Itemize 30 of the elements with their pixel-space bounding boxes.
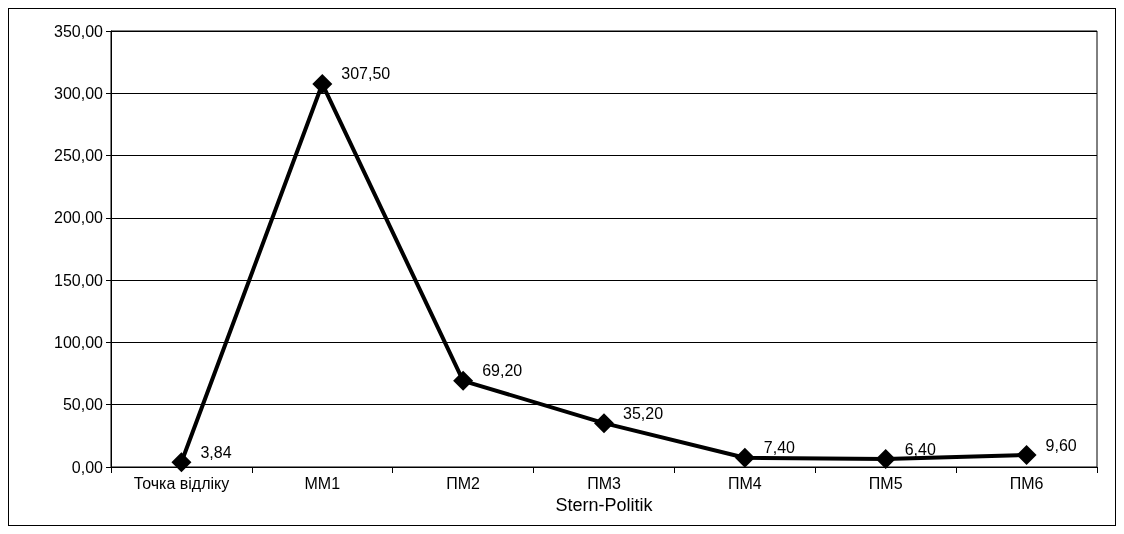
y-tick-label: 350,00 bbox=[54, 22, 104, 40]
x-tick-label: ПМ3 bbox=[587, 474, 621, 492]
x-tick-label: ПМ6 bbox=[1009, 474, 1044, 492]
y-tick-label: 300,00 bbox=[54, 84, 104, 102]
data-label: 69,20 bbox=[482, 362, 523, 380]
x-tick-label: ПМ5 bbox=[868, 474, 903, 492]
data-label: 307,50 bbox=[341, 65, 391, 83]
y-tick-label: 100,00 bbox=[54, 333, 104, 351]
point bbox=[1016, 445, 1037, 466]
data-label: 9,60 bbox=[1045, 436, 1077, 454]
x-tick-label: ПМ2 bbox=[446, 474, 481, 492]
point bbox=[453, 370, 474, 391]
data-label: 7,40 bbox=[763, 439, 796, 457]
x-tick-label: ПМ4 bbox=[727, 474, 762, 492]
y-tick-label: 200,00 bbox=[54, 209, 104, 227]
data-label: 3,84 bbox=[200, 443, 232, 461]
y-tick-label: 150,00 bbox=[54, 271, 104, 289]
y-tick-label: 250,00 bbox=[54, 147, 104, 165]
point bbox=[171, 452, 192, 473]
data-label: 6,40 bbox=[904, 440, 936, 458]
data-label: 35,20 bbox=[623, 404, 664, 422]
x-axis-title: Stern-Politik bbox=[555, 494, 654, 515]
point bbox=[734, 447, 755, 468]
x-tick-label: Точка відліку bbox=[133, 474, 230, 492]
point bbox=[875, 449, 896, 470]
x-tick-label: ММ1 bbox=[304, 474, 341, 492]
point bbox=[594, 413, 614, 434]
y-tick-label: 50,00 bbox=[62, 396, 104, 414]
y-tick-label: 0,00 bbox=[71, 458, 104, 476]
point bbox=[312, 73, 333, 94]
